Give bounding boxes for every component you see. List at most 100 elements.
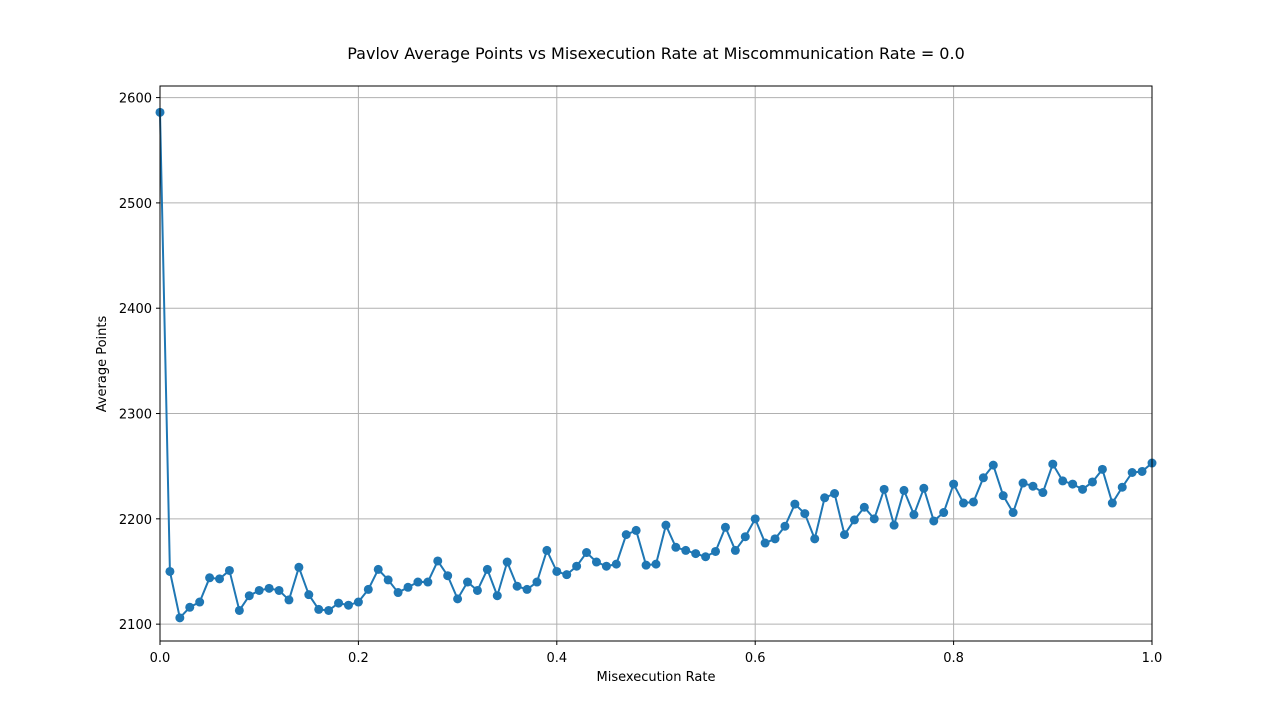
data-point [373, 564, 383, 574]
y-axis-label: Average Points [95, 315, 110, 412]
data-point [423, 577, 433, 587]
data-point [671, 542, 681, 552]
data-point [939, 508, 949, 518]
data-point [641, 560, 651, 570]
y-tick-label: 2200 [119, 513, 152, 528]
data-point [334, 598, 344, 608]
data-point [403, 582, 413, 592]
data-point [165, 566, 175, 576]
data-point [869, 514, 879, 524]
data-point [691, 549, 701, 559]
grid [159, 86, 1153, 641]
x-tick-label: 1.0 [1142, 651, 1163, 666]
data-point [959, 498, 969, 508]
data-point [175, 613, 185, 623]
data-point [820, 493, 830, 503]
data-point [522, 584, 532, 594]
x-tick-label: 0.4 [546, 651, 567, 666]
data-point [383, 575, 393, 585]
data-point [651, 559, 661, 569]
data-point [919, 483, 929, 493]
data-point [949, 479, 959, 489]
data-point [750, 514, 760, 524]
data-point [998, 491, 1008, 501]
data-point [978, 473, 988, 483]
data-point [1078, 484, 1088, 494]
data-point [1097, 464, 1107, 474]
data-point [274, 585, 284, 595]
x-tick-label: 0.8 [943, 651, 964, 666]
data-point [1038, 488, 1048, 498]
data-point [800, 509, 810, 519]
data-point [988, 460, 998, 470]
data-point [205, 573, 215, 583]
data-point [532, 577, 542, 587]
data-point [770, 534, 780, 544]
data-point [502, 557, 512, 567]
series-group [155, 107, 1157, 623]
data-point [681, 545, 691, 555]
y-tick-label: 2400 [119, 302, 152, 317]
x-tick-label: 0.2 [348, 651, 369, 666]
data-point [482, 564, 492, 574]
data-point [810, 534, 820, 544]
data-point [601, 561, 611, 571]
data-point [909, 510, 919, 520]
data-point [453, 594, 463, 604]
y-tick-label: 2300 [119, 408, 152, 423]
y-tick-label: 2600 [119, 92, 152, 107]
data-point [443, 571, 453, 581]
data-point [264, 583, 274, 593]
y-tick-label: 2500 [119, 197, 152, 212]
data-point [353, 597, 363, 607]
data-point [661, 520, 671, 530]
plot-frame [159, 85, 1153, 642]
data-point [790, 499, 800, 509]
data-point [740, 532, 750, 542]
data-point [859, 502, 869, 512]
data-point [1127, 468, 1137, 477]
data-point [254, 585, 264, 595]
data-point [324, 605, 334, 615]
data-point [1008, 508, 1018, 518]
data-point [1107, 498, 1117, 508]
data-point [294, 562, 304, 572]
data-point [363, 584, 373, 594]
data-point [582, 548, 592, 558]
data-point [1058, 476, 1068, 486]
data-point [621, 530, 631, 540]
data-point [780, 521, 790, 531]
data-point [343, 600, 353, 610]
data-point [244, 591, 254, 601]
data-point [631, 525, 641, 535]
data-point [760, 538, 770, 548]
data-point [1087, 477, 1097, 487]
axis-ticks: 0.0 0.2 0.4 0.6 0.8 1.0 2100 2200 2300 2400 2500 26… [119, 92, 1162, 666]
data-point [463, 577, 473, 587]
data-point [889, 520, 899, 530]
data-point [1068, 479, 1078, 489]
data-point [393, 588, 403, 598]
data-point [562, 570, 572, 580]
data-point [224, 565, 234, 575]
data-point [839, 530, 849, 540]
data-point [591, 557, 601, 567]
x-tick-label: 0.0 [150, 651, 171, 666]
x-tick-label: 0.6 [745, 651, 766, 666]
data-point [215, 574, 225, 584]
data-point [413, 577, 423, 587]
data-point [572, 561, 582, 571]
data-point [611, 559, 621, 569]
data-point [701, 552, 711, 562]
data-point [552, 566, 562, 576]
y-tick-label: 2100 [119, 618, 152, 633]
data-point [879, 484, 889, 494]
data-point [899, 485, 909, 495]
data-point [929, 516, 939, 526]
data-point [720, 522, 730, 532]
data-point [711, 546, 721, 556]
data-point [542, 545, 552, 555]
data-point [849, 515, 859, 525]
